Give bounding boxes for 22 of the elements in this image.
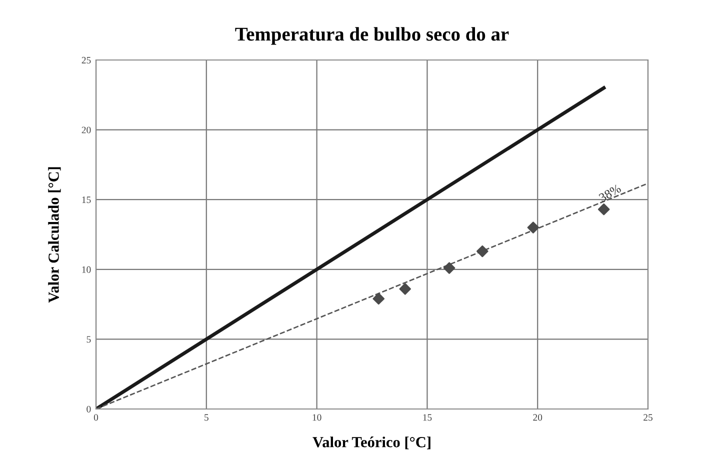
- y-tick-label: 0: [86, 406, 91, 412]
- y-tick-label: 25: [82, 56, 91, 64]
- x-tick-label: 25: [644, 414, 652, 421]
- annotation: 38%: [598, 184, 622, 202]
- point: [443, 262, 456, 274]
- x-axis-title: Valor Teórico [°C]: [312, 436, 430, 450]
- point: [476, 245, 488, 258]
- y-tick-label: 5: [86, 336, 91, 343]
- point: [527, 222, 540, 234]
- x-tick-label: 5: [204, 414, 208, 421]
- point: [598, 203, 610, 216]
- x-tick-label: 20: [533, 414, 542, 421]
- y-tick-label: 20: [82, 126, 91, 134]
- point: [372, 292, 385, 305]
- y-axis-title: Valor Calculado [°C]: [48, 167, 61, 303]
- point: [399, 283, 412, 295]
- x-tick-label: 15: [423, 414, 432, 421]
- y-tick-label: 15: [82, 196, 91, 204]
- y-tick-label: 10: [82, 266, 91, 273]
- x-tick-label: 10: [312, 414, 322, 421]
- x-tick-label: 0: [94, 414, 98, 421]
- chart-title: Temperatura de bulbo seco do ar: [235, 27, 509, 45]
